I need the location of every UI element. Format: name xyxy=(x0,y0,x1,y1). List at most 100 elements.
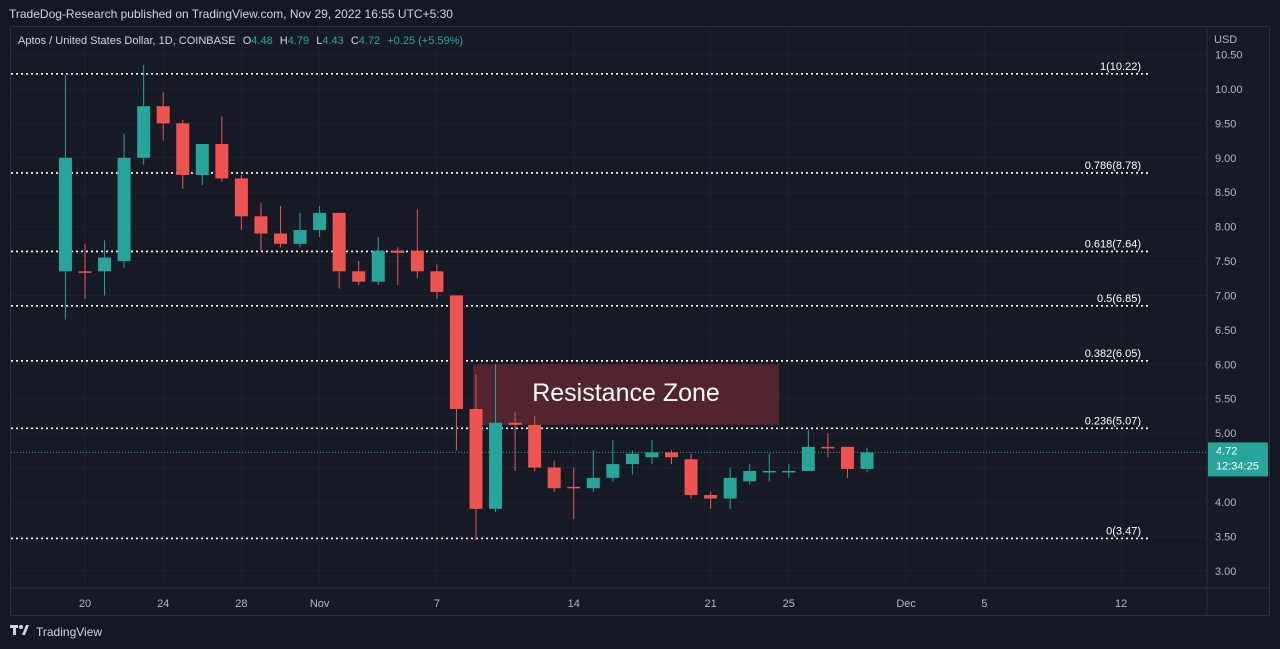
candle[interactable] xyxy=(762,453,776,482)
candle[interactable] xyxy=(782,464,796,478)
x-tick-label: 5 xyxy=(981,598,987,610)
candle-body xyxy=(762,470,776,473)
fib-level-label: 0.786(8.78) xyxy=(1085,160,1141,172)
candle[interactable] xyxy=(391,247,405,286)
candle-body xyxy=(391,250,405,253)
fib-levels: 1(10.22) 0.786(8.78) 0.618(7.64) 0.5(6.85) 0… xyxy=(11,61,1151,540)
chart-panel[interactable]: 1(10.22) 0.786(8.78) 0.618(7.64) 0.5(6.85) 0… xyxy=(10,26,1270,616)
candle[interactable] xyxy=(274,205,287,248)
candle-body xyxy=(449,295,463,410)
candle[interactable] xyxy=(410,209,424,279)
candle-body xyxy=(234,178,248,217)
candles xyxy=(58,64,874,540)
y-tick-label: 6.00 xyxy=(1215,359,1236,371)
candle-body xyxy=(332,212,346,272)
candle[interactable] xyxy=(567,467,581,520)
candle[interactable] xyxy=(98,240,112,296)
candle[interactable] xyxy=(547,460,561,492)
candle[interactable] xyxy=(176,119,190,189)
candle[interactable] xyxy=(704,491,718,509)
legend-close: 4.72 xyxy=(359,35,380,47)
y-tick-label: 5.00 xyxy=(1215,428,1236,440)
candle[interactable] xyxy=(117,133,131,268)
candle[interactable] xyxy=(156,92,170,141)
candle-body xyxy=(176,123,190,175)
y-tick-label: 7.00 xyxy=(1215,290,1236,302)
candle[interactable] xyxy=(801,429,815,471)
y-tick-label: 6.50 xyxy=(1215,325,1236,337)
candle-body xyxy=(508,422,522,425)
candle[interactable] xyxy=(586,450,600,492)
x-axis-ticks: 20 24 28 Nov 7 14 21 25 Dec 5 12 xyxy=(79,598,1127,610)
candle[interactable] xyxy=(489,364,503,513)
candle-body xyxy=(782,470,796,473)
candle-body xyxy=(547,467,561,489)
y-axis-unit: USD xyxy=(1214,34,1237,46)
candle-body xyxy=(137,106,151,158)
legend-high: 4.79 xyxy=(288,35,309,47)
candle[interactable] xyxy=(743,464,757,485)
candle-body xyxy=(723,477,737,499)
candle[interactable] xyxy=(215,116,229,182)
candlestick-chart[interactable]: 1(10.22) 0.786(8.78) 0.618(7.64) 0.5(6.85) 0… xyxy=(11,27,1269,615)
candle[interactable] xyxy=(371,236,385,286)
resistance-zone-label: Resistance Zone xyxy=(532,379,720,407)
candle[interactable] xyxy=(508,412,522,471)
candle[interactable] xyxy=(195,144,209,186)
price-tag-price: 4.72 xyxy=(1216,445,1237,457)
y-tick-label: 8.00 xyxy=(1215,222,1236,234)
candle-body xyxy=(743,470,757,482)
candle[interactable] xyxy=(137,64,151,165)
candle-body xyxy=(430,271,444,293)
candle[interactable] xyxy=(723,467,737,509)
candle[interactable] xyxy=(234,174,248,231)
x-tick-label: 12 xyxy=(1115,598,1127,610)
y-tick-label: 3.00 xyxy=(1215,566,1236,578)
candle-body xyxy=(469,409,483,509)
grid xyxy=(11,27,1207,588)
footer-logo-text[interactable]: TradingView xyxy=(36,624,103,639)
candle[interactable] xyxy=(645,440,659,465)
candle[interactable] xyxy=(352,261,366,286)
candle[interactable] xyxy=(254,202,268,251)
candle-body xyxy=(371,250,385,282)
candle[interactable] xyxy=(840,446,854,478)
candle-body xyxy=(567,486,581,489)
footer: TradingView xyxy=(10,624,102,639)
legend-change: +0.25 (+5.59%) xyxy=(387,35,463,47)
fib-level-label: 0.236(5.07) xyxy=(1085,415,1141,427)
x-tick-label: 24 xyxy=(157,598,169,610)
candle-body xyxy=(215,144,229,179)
candle-body xyxy=(98,257,112,272)
fib-level-label: 0.5(6.85) xyxy=(1097,293,1141,305)
candle-body xyxy=(352,271,366,282)
candle[interactable] xyxy=(821,433,835,458)
candle[interactable] xyxy=(665,450,678,465)
candle[interactable] xyxy=(332,212,346,289)
price-tag: 4.72 12:34:25 xyxy=(1208,442,1268,477)
candle[interactable] xyxy=(449,295,463,451)
candle[interactable] xyxy=(625,450,639,475)
candle-body xyxy=(625,453,639,465)
candle[interactable] xyxy=(313,205,327,237)
candle[interactable] xyxy=(606,440,620,482)
candle[interactable] xyxy=(469,374,483,540)
candle[interactable] xyxy=(293,212,307,248)
fib-level-label: 0.382(6.05) xyxy=(1085,348,1141,360)
candle[interactable] xyxy=(860,447,874,473)
candle[interactable] xyxy=(528,415,542,471)
x-tick-label: Nov xyxy=(310,598,330,610)
resistance-zone[interactable] xyxy=(473,364,780,425)
candle-body xyxy=(78,271,92,273)
legend: Aptos / United States Dollar, 1D, COINBA… xyxy=(18,35,463,47)
candle[interactable] xyxy=(58,75,72,320)
y-axis-ticks: 3.003.504.004.505.005.506.006.507.007.50… xyxy=(1215,50,1243,578)
fib-level-label: 1(10.22) xyxy=(1100,61,1141,73)
candle[interactable] xyxy=(78,243,92,299)
x-tick-label: 21 xyxy=(704,598,716,610)
candle-body xyxy=(58,157,72,272)
candle-body xyxy=(645,452,659,458)
candle[interactable] xyxy=(430,264,444,299)
candle-body xyxy=(313,212,327,231)
candle[interactable] xyxy=(684,453,698,499)
